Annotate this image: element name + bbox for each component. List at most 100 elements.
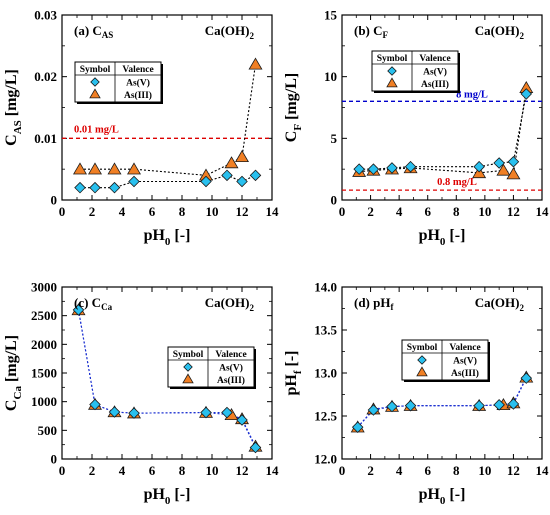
- data-point-as-iii: [127, 162, 141, 175]
- data-point-as-v: [520, 372, 533, 384]
- reference-line-label: 0.8 mg/L: [437, 177, 477, 188]
- y-tick-label: 13.5: [314, 323, 337, 338]
- data-point-as-v: [473, 160, 485, 173]
- reagent-label: Ca(OH)2: [205, 23, 255, 41]
- x-tick-label: 4: [119, 463, 126, 478]
- x-tick-label: 0: [59, 463, 66, 478]
- x-tick-label: 10: [478, 204, 491, 219]
- y-tick-label: 0.03: [34, 8, 57, 23]
- y-tick-label: 0: [331, 193, 338, 208]
- x-tick-label: 14: [266, 463, 280, 478]
- legend-triangle-icon: [416, 366, 428, 377]
- y-tick-label: 12.5: [314, 409, 337, 424]
- x-tick-label: 10: [206, 204, 219, 219]
- legend-label-as-iii: As(III): [217, 375, 245, 386]
- panel-label: (d) pHf: [354, 295, 394, 312]
- legend-box: [401, 339, 489, 381]
- x-tick-label: 0: [339, 463, 346, 478]
- data-point-as-iii: [73, 162, 87, 175]
- legend-label-as-iii: As(III): [421, 79, 449, 90]
- x-tick-label: 6: [424, 463, 431, 478]
- y-axis-label: CCa [mg/L]: [3, 335, 24, 411]
- data-point-as-iii: [506, 167, 521, 180]
- y-axis-label: pHf [-]: [283, 351, 304, 396]
- legend-diamond-icon: [417, 355, 427, 365]
- x-tick-label: 2: [89, 204, 96, 219]
- legend-header-symbol: Symbol: [80, 65, 111, 75]
- data-point-as-v: [367, 404, 380, 416]
- panel-b: 0 2 4 6 8 10 12 14 0 5 10 15 8 mg/L 0.8 mg/L (b) CF Ca(…: [283, 8, 549, 249]
- x-axis-label: pH0 [-]: [419, 227, 466, 248]
- x-tick-label: 8: [453, 204, 460, 219]
- legend-label-as-v: As(V): [126, 78, 150, 89]
- x-tick-label: 2: [367, 204, 374, 219]
- legend-triangle-icon: [182, 373, 194, 384]
- legend-diamond-icon: [387, 66, 397, 76]
- data-point-as-iii: [224, 156, 239, 169]
- x-tick-label: 6: [424, 204, 431, 219]
- y-tick-label: 1000: [31, 394, 57, 409]
- x-tick-label: 12: [507, 463, 520, 478]
- x-tick-label: 14: [536, 463, 550, 478]
- legend-box: [371, 50, 459, 92]
- y-axis-label: CAS [mg/L]: [3, 69, 24, 146]
- data-point-as-iii: [235, 150, 249, 163]
- x-tick-label: 4: [396, 463, 403, 478]
- data-point-as-v: [386, 400, 398, 413]
- legend-diamond-icon: [90, 77, 100, 87]
- data-point-as-v: [249, 169, 262, 182]
- x-tick-label: 0: [59, 204, 66, 219]
- x-tick-label: 14: [536, 204, 550, 219]
- data-point-as-v: [236, 414, 248, 426]
- x-tick-label: 8: [179, 204, 186, 219]
- x-axis-label: pH0 [-]: [419, 486, 466, 507]
- legend-triangle-icon: [386, 77, 398, 88]
- legend-header-symbol: Symbol: [377, 54, 408, 64]
- y-tick-label: 2000: [31, 337, 57, 352]
- legend-diamond-icon: [183, 362, 193, 372]
- data-point-as-v: [128, 407, 140, 419]
- legend: Symbol Valence As(V)As(III): [167, 346, 256, 389]
- legend-triangle-icon: [89, 88, 101, 99]
- x-tick-label: 8: [453, 463, 460, 478]
- y-tick-label: 0: [51, 452, 58, 467]
- data-point-as-v: [221, 169, 233, 182]
- x-tick-label: 2: [89, 463, 96, 478]
- legend-header-valence: Valence: [419, 54, 450, 64]
- x-tick-label: 4: [396, 204, 403, 219]
- panel-label: (b) CF: [354, 23, 389, 40]
- series-connector: [77, 309, 256, 447]
- y-tick-label: 15: [324, 8, 338, 23]
- data-point-as-v: [507, 156, 520, 168]
- x-tick-label: 6: [149, 463, 156, 478]
- data-point-as-v: [367, 163, 380, 175]
- legend-header-symbol: Symbol: [173, 350, 204, 360]
- y-tick-label: 5: [331, 131, 338, 146]
- legend: Symbol Valence As(V)As(III): [371, 50, 460, 93]
- y-tick-label: 14.0: [314, 280, 337, 295]
- legend-header-valence: Valence: [449, 343, 480, 353]
- y-tick-label: 0: [51, 193, 58, 208]
- data-point-as-iii: [88, 162, 102, 175]
- panel-a: 0 2 4 6 8 10 12 14 0 0.01 0.02 0.03 0.01 mg/L (a) CAS…: [3, 8, 279, 249]
- x-tick-label: 8: [179, 463, 186, 478]
- reagent-label: Ca(OH)2: [475, 295, 525, 313]
- x-tick-label: 12: [236, 463, 249, 478]
- legend: Symbol Valence As(V)As(III): [74, 61, 163, 104]
- panel-label: (a) CAS: [74, 23, 113, 40]
- data-point-as-v: [108, 181, 121, 194]
- data-point-as-v: [493, 399, 505, 411]
- data-point-as-v: [200, 175, 212, 188]
- legend-box: [74, 61, 162, 103]
- data-point-as-v: [404, 160, 417, 173]
- data-point-as-iii: [496, 163, 511, 176]
- reference-line-label: 8 mg/L: [456, 89, 488, 100]
- series-connector: [359, 93, 527, 170]
- x-tick-label: 10: [478, 463, 491, 478]
- panel-c: 0 2 4 6 8 10 12 14 0 500 1000 1500 2000 2500 3000 (c) C…: [3, 280, 279, 508]
- data-point-as-v: [473, 399, 485, 412]
- legend-label-as-v: As(V): [453, 356, 477, 367]
- x-tick-label: 12: [507, 204, 520, 219]
- data-point-as-v: [249, 441, 262, 454]
